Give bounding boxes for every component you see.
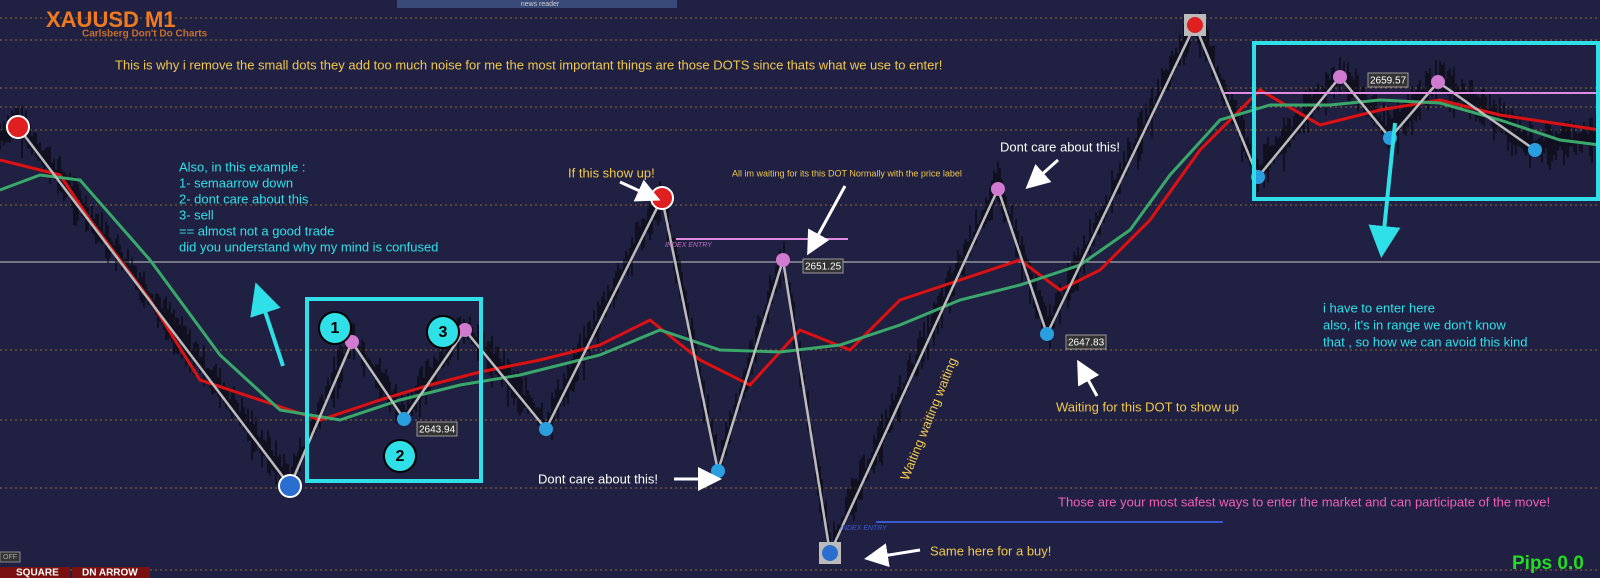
symbol-title: XAUUSD M1 — [46, 7, 176, 32]
enter-note: also, it's in range we don't know — [1323, 317, 1506, 332]
dot — [539, 422, 553, 436]
annotation: Dont care about this! — [1000, 139, 1120, 154]
annotation: Waiting for this DOT to show up — [1056, 399, 1239, 414]
off-label: OFF — [3, 554, 17, 561]
marker — [318, 311, 352, 345]
enter-note: i have to enter here — [1323, 300, 1435, 315]
note-line: Also, in this example : — [179, 159, 305, 174]
dot — [458, 323, 472, 337]
buy-arrow — [822, 545, 838, 561]
marker-label: 1 — [331, 320, 340, 337]
number-markers: 1 2 3 — [318, 311, 460, 473]
arrow — [1077, 359, 1100, 397]
news-label: news reader — [521, 1, 560, 8]
marker-label: 3 — [439, 324, 448, 341]
entry-label: INDEX ENTRY — [665, 242, 713, 249]
note-line: did you understand why my mind is confus… — [179, 239, 438, 254]
price-label: 2651.25 — [805, 262, 842, 273]
square-label: SQUARE — [16, 568, 59, 578]
dot — [1040, 327, 1054, 341]
dot — [397, 412, 411, 426]
arrow — [864, 543, 921, 568]
zigzag — [17, 21, 1536, 558]
square-button[interactable] — [0, 567, 70, 578]
sell-arrow — [6, 115, 30, 139]
dot — [1431, 75, 1445, 89]
subtitle: Carlsberg Don't Do Charts — [82, 29, 208, 40]
price-box — [1065, 334, 1107, 350]
note-line: 2- dont care about this — [179, 191, 309, 206]
dot — [991, 182, 1005, 196]
dot — [1528, 143, 1542, 157]
arrow — [250, 282, 285, 367]
price-label: 2659.57 — [1370, 76, 1407, 87]
dot — [711, 464, 725, 478]
intro-note: This is why i remove the small dots they… — [115, 57, 942, 72]
price-label: 2643.94 — [419, 425, 456, 436]
dot — [345, 335, 359, 349]
example-note: Also, in this example : 1- semaarrow dow… — [179, 159, 438, 254]
off-button[interactable] — [0, 551, 21, 563]
arrow — [1025, 158, 1059, 189]
arrow — [807, 185, 847, 256]
note-line: 1- semaarrow down — [179, 175, 293, 190]
annotation: All im waiting for its this DOT Normally… — [732, 168, 962, 178]
sell-arrow — [1187, 17, 1203, 33]
dot — [776, 253, 790, 267]
ma-red — [0, 88, 1600, 422]
pips: Pips 0.0 — [1512, 553, 1584, 574]
arrow — [619, 179, 661, 202]
enter-note: that , so how we can avoid this kind — [1323, 334, 1528, 349]
arrow-label: DN ARROW — [82, 568, 138, 578]
range-box — [305, 297, 483, 483]
note-line: == almost not a good trade — [179, 223, 334, 238]
marker — [426, 315, 460, 349]
annotation: Those are your most safest ways to enter… — [1058, 494, 1550, 509]
price-box — [802, 258, 844, 274]
arrow-button[interactable] — [72, 567, 150, 578]
buy-arrow — [278, 474, 302, 498]
marker-label: 2 — [396, 448, 405, 465]
note-line: 3- sell — [179, 207, 214, 222]
marker — [383, 439, 417, 473]
entry-label: INDEX ENTRY — [840, 525, 888, 532]
price-labels: 2643.94 2651.25 2647.83 2659.57 — [416, 72, 1409, 437]
price-box — [416, 421, 458, 437]
range-box — [1252, 41, 1600, 201]
annotation: If this show up! — [568, 165, 655, 180]
ma-green — [0, 98, 1600, 422]
dot — [1333, 70, 1347, 84]
price-label: 2647.83 — [1068, 338, 1105, 349]
annotation: Dont care about this! — [538, 471, 658, 486]
annotation: Same here for a buy! — [930, 543, 1051, 558]
arrow — [1368, 122, 1401, 258]
price-box — [1367, 72, 1409, 88]
news-bar — [397, 0, 677, 8]
